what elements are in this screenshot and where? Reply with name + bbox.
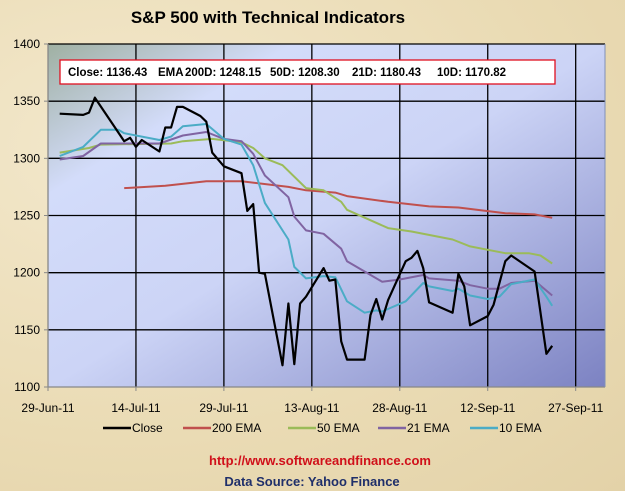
series-line-10-ema — [59, 123, 554, 314]
y-tick-label: 1100 — [14, 380, 40, 394]
series-line-50-ema — [59, 137, 553, 265]
axes: 1100 1150 1200 1250 1300 1350 1400 29-Jun-11 14-… — [13, 37, 606, 415]
legend-label: 10 EMA — [499, 421, 542, 435]
legend-label: 200 EMA — [212, 421, 261, 435]
series-line-close — [59, 96, 554, 367]
x-tick-label: 27-Sep-11 — [548, 401, 603, 415]
x-tick-label: 29-Jun-11 — [21, 401, 74, 415]
chart-title: S&P 500 with Technical Indicators — [131, 8, 405, 27]
y-tick-label: 1300 — [13, 151, 40, 165]
legend-label: Close — [132, 421, 163, 435]
x-tick-label: 12-Sep-11 — [460, 401, 515, 415]
info-box: Close: 1136.43 EMA 200D: 1248.15 50D: 12… — [59, 59, 556, 85]
legend-label: 21 EMA — [407, 421, 450, 435]
info-50d: 50D: 1208.30 — [270, 67, 340, 79]
y-tick-label: 1150 — [14, 323, 40, 337]
info-21d: 21D: 1180.43 — [352, 67, 421, 79]
info-10d: 10D: 1170.82 — [437, 67, 506, 79]
legend-label: 50 EMA — [317, 421, 360, 435]
series-line-200-ema — [124, 180, 553, 219]
info-ema: EMA — [158, 67, 184, 79]
x-tick-label: 14-Jul-11 — [111, 401, 160, 415]
y-tick-label: 1200 — [13, 266, 40, 280]
data-source: Data Source: Yahoo Finance — [224, 474, 399, 489]
series-lines — [59, 96, 554, 367]
info-200d: 200D: 1248.15 — [185, 67, 262, 79]
y-tick-label: 1250 — [13, 209, 40, 223]
y-tick-label: 1350 — [13, 94, 40, 108]
series-line-21-ema — [59, 131, 553, 297]
y-tick-label: 1400 — [13, 37, 40, 51]
info-close: Close: 1136.43 — [68, 67, 147, 79]
x-tick-label: 29-Jul-11 — [199, 401, 248, 415]
x-tick-label: 28-Aug-11 — [372, 401, 427, 415]
x-tick-label: 13-Aug-11 — [284, 401, 339, 415]
legend: Close 200 EMA 50 EMA 21 EMA 10 EMA — [103, 421, 542, 435]
source-url[interactable]: http://www.softwareandfinance.com — [209, 453, 431, 468]
